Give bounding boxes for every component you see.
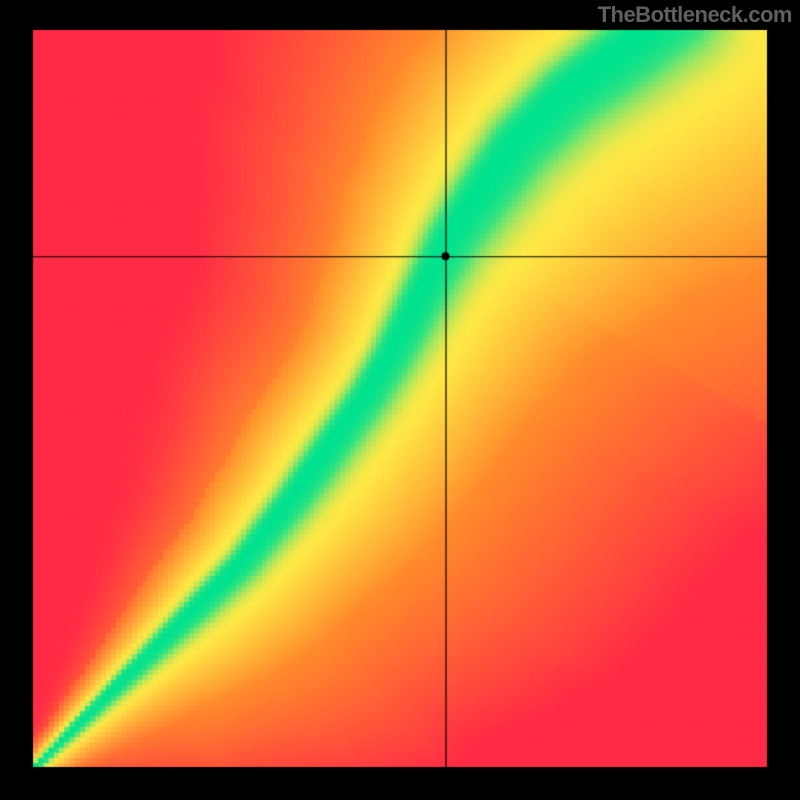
bottleneck-heatmap-canvas xyxy=(0,0,800,800)
watermark-text: TheBottleneck.com xyxy=(598,2,792,28)
